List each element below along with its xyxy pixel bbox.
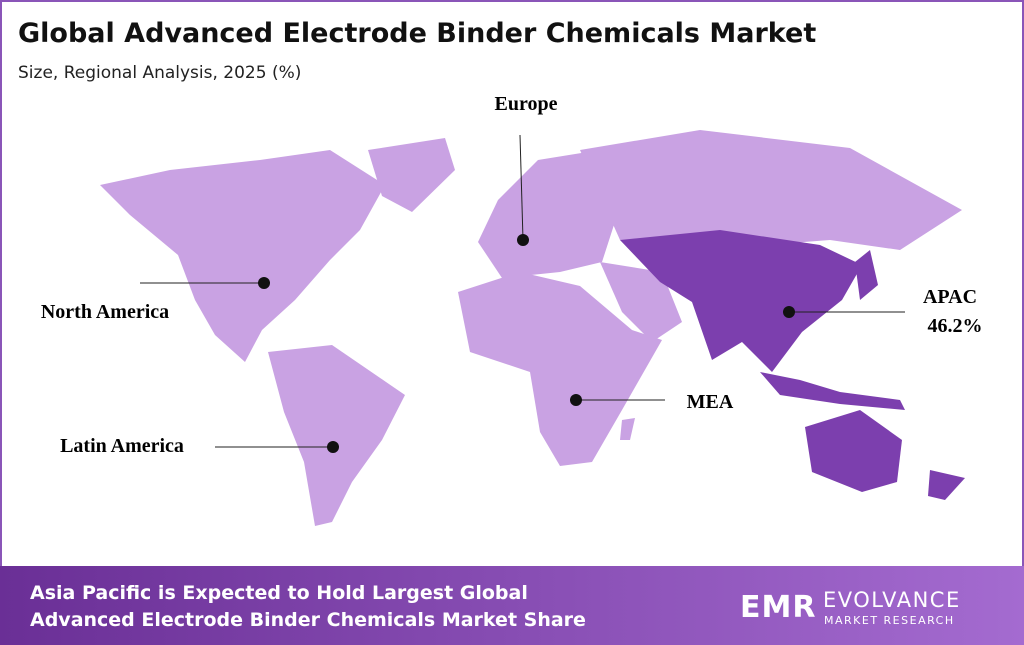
footer-text: Asia Pacific is Expected to Hold Largest… <box>30 582 528 604</box>
leader-line <box>519 134 524 241</box>
marker <box>258 277 270 289</box>
logo-name: EVOLVANCE <box>823 588 961 612</box>
logo-mark: EMR <box>740 590 816 625</box>
logo-tagline: MARKET RESEARCH <box>824 614 955 627</box>
region-label: Latin America <box>60 435 184 457</box>
marker <box>570 394 582 406</box>
subtitle: Size, Regional Analysis, 2025 (%) <box>18 63 301 83</box>
title: Global Advanced Electrode Binder Chemica… <box>18 18 816 49</box>
region-label: APAC <box>923 286 977 308</box>
region-label: Europe <box>495 93 558 115</box>
marker <box>327 441 339 453</box>
region-label: MEA <box>687 391 734 413</box>
region-label: North America <box>41 301 169 323</box>
footer-text: Advanced Electrode Binder Chemicals Mark… <box>30 609 586 631</box>
region-markers: Europe North America Latin America MEA A… <box>41 93 983 457</box>
region-value: 46.2% <box>928 315 983 337</box>
apac-region <box>620 230 965 500</box>
marker <box>783 306 795 318</box>
footer-band <box>0 566 1024 645</box>
marker <box>517 234 529 246</box>
world-map <box>100 130 965 526</box>
